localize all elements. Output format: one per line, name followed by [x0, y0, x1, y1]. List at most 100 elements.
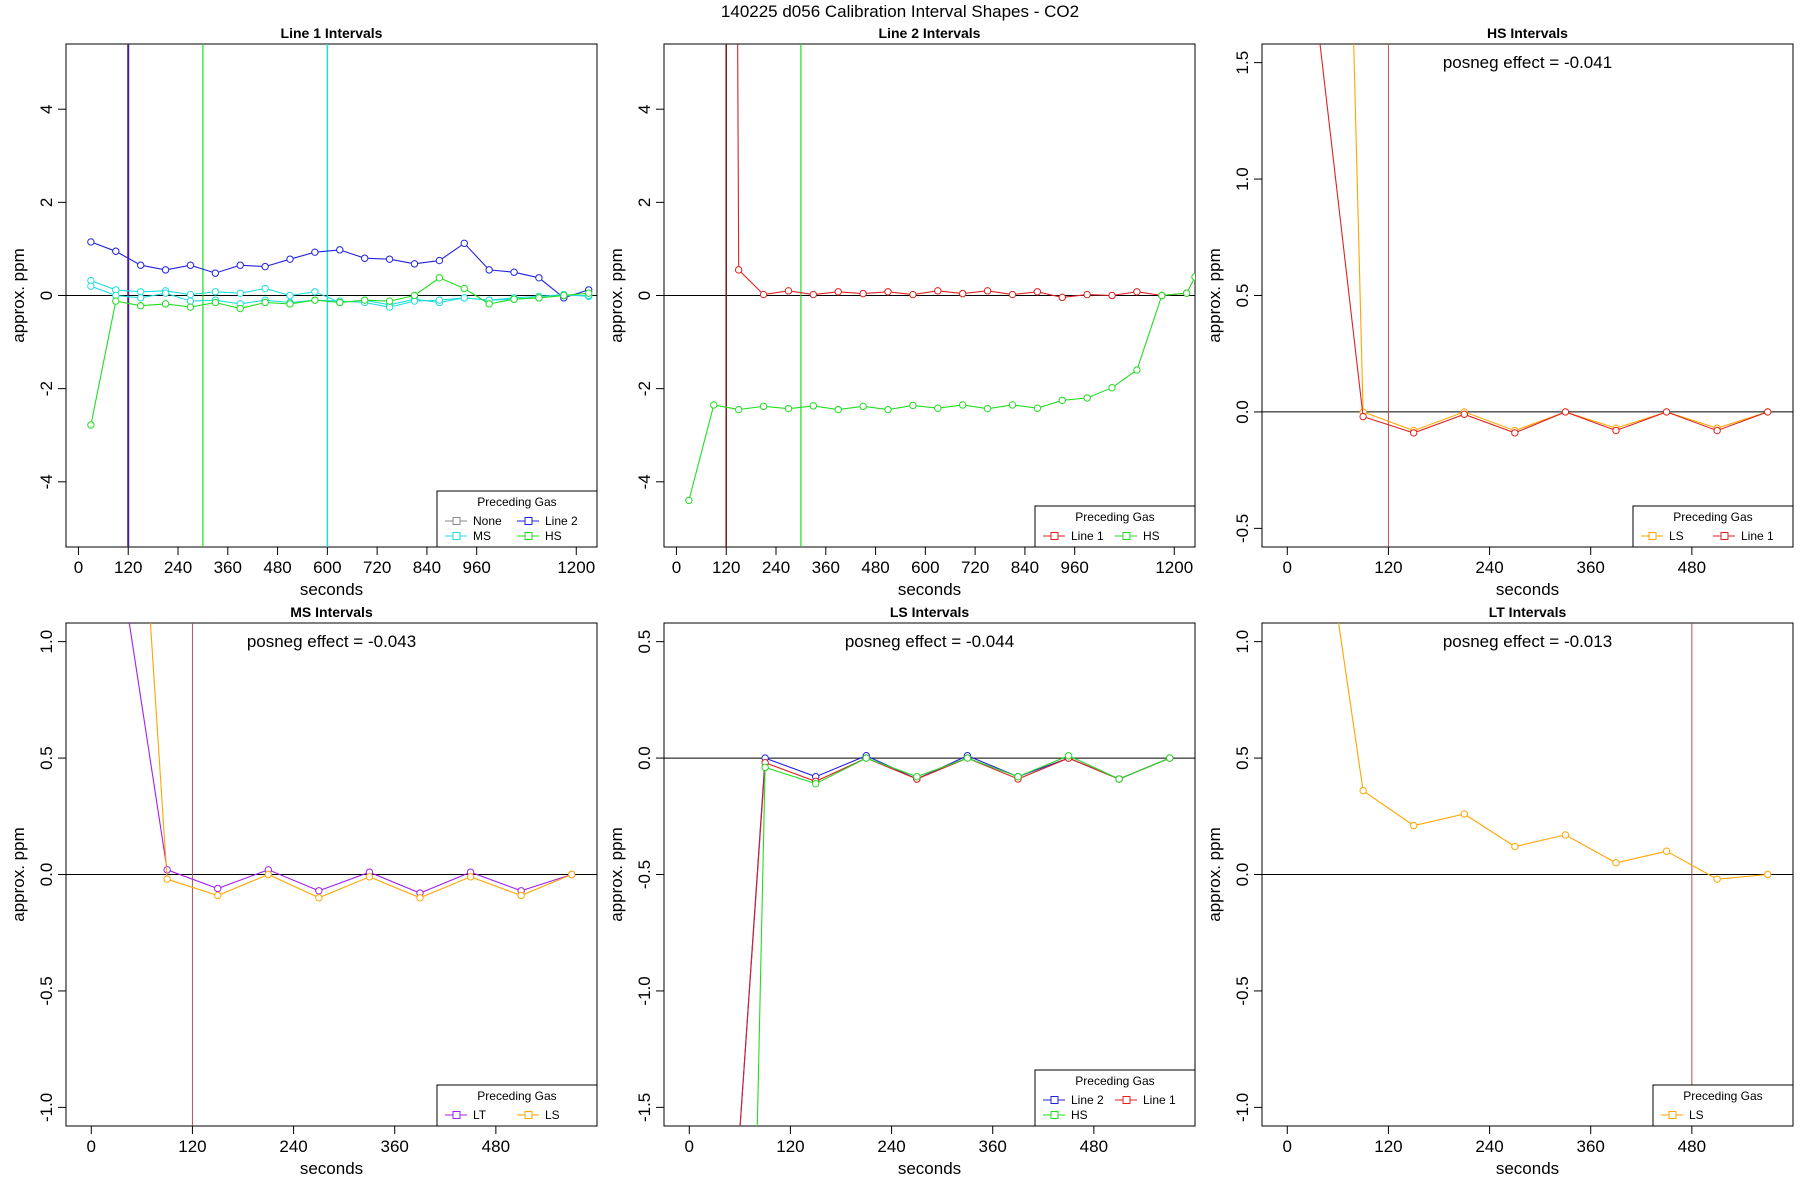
- series-line-line-1: [1319, 44, 1768, 434]
- x-axis-label: seconds: [1496, 1159, 1559, 1178]
- x-tick-label: 720: [363, 558, 391, 577]
- plot-area: [1262, 44, 1793, 547]
- data-point: [761, 763, 769, 772]
- data-point: [1561, 831, 1570, 839]
- data-point: [909, 290, 917, 299]
- x-tick-label: 360: [1577, 558, 1605, 577]
- posneg-annotation: posneg effect = -0.044: [845, 632, 1014, 651]
- data-point: [145, 592, 151, 598]
- x-tick-label: 240: [1475, 1137, 1503, 1156]
- data-point: [1166, 754, 1174, 762]
- data-point: [1662, 847, 1671, 855]
- legend-swatch-marker: [1050, 1111, 1059, 1119]
- x-tick-label: 240: [1475, 558, 1503, 577]
- legend-box: [1034, 505, 1196, 548]
- data-point: [809, 402, 818, 410]
- legend-entry-label: LT: [473, 1108, 487, 1122]
- legend-swatch-marker: [452, 532, 461, 540]
- x-tick-label: 600: [313, 558, 341, 577]
- data-point: [236, 289, 244, 297]
- data-point: [735, 1151, 741, 1157]
- legend-title: Preceding Gas: [1075, 510, 1154, 524]
- plot-frame: [663, 622, 1196, 1127]
- data-point: [1033, 404, 1042, 412]
- plot-area: [664, 752, 1195, 1157]
- x-tick-label: 480: [1678, 1137, 1706, 1156]
- data-point: [385, 255, 394, 263]
- data-point: [136, 288, 145, 296]
- plot-area: [66, 44, 597, 547]
- data-point: [435, 256, 444, 265]
- data-point: [685, 496, 693, 505]
- y-tick-label: 0.0: [37, 863, 56, 887]
- x-tick-label: 1200: [557, 558, 595, 577]
- legend-entry-label: Line 1: [1741, 529, 1774, 543]
- data-point: [884, 405, 892, 414]
- legend-box: [436, 1084, 598, 1127]
- data-point: [1460, 410, 1468, 418]
- x-tick-label: 480: [1678, 558, 1706, 577]
- x-tick-label: 240: [877, 1137, 905, 1156]
- data-point: [909, 401, 917, 410]
- data-point: [1612, 859, 1620, 867]
- legend-swatch-marker: [1050, 1096, 1059, 1104]
- data-point: [1713, 426, 1721, 435]
- chart-title: MS Intervals: [290, 604, 373, 620]
- legend-title: Preceding Gas: [477, 495, 556, 509]
- x-tick-label: 360: [979, 1137, 1007, 1156]
- data-point: [568, 870, 576, 879]
- x-tick-label: 120: [712, 558, 740, 577]
- legend-entry-label: LS: [1669, 529, 1684, 543]
- data-point: [365, 873, 374, 881]
- y-tick-label: -0.5: [37, 976, 56, 1005]
- data-point: [834, 288, 842, 296]
- x-tick-label: 120: [114, 558, 142, 577]
- data-point: [466, 873, 475, 881]
- legend-box: [1632, 505, 1794, 548]
- x-tick-label: 0: [74, 558, 83, 577]
- legend: Preceding Gas LT LS: [436, 1084, 598, 1127]
- x-tick-label: 0: [1283, 558, 1292, 577]
- chart-panel-5: LS Intervals 0 120 240 360 480 seconds -1.5 -1.0…: [607, 604, 1196, 1178]
- data-point: [161, 300, 170, 308]
- y-tick-label: -1.0: [635, 976, 654, 1005]
- series-line-ls: [149, 623, 572, 899]
- data-point: [1033, 288, 1042, 296]
- y-axis-label: approx. ppm: [607, 827, 626, 922]
- legend-box: [436, 490, 598, 548]
- legend-swatch-marker: [524, 517, 533, 525]
- data-point: [1764, 870, 1772, 879]
- y-tick-label: 0.5: [1233, 284, 1252, 308]
- data-point: [934, 404, 942, 412]
- legend-title: Preceding Gas: [477, 1089, 556, 1103]
- plot-area: [1262, 623, 1793, 1126]
- data-point: [336, 246, 344, 254]
- data-point: [186, 297, 195, 305]
- legend-entry-label: Line 1: [1071, 529, 1104, 543]
- x-tick-label: 240: [164, 558, 192, 577]
- data-point: [884, 288, 892, 296]
- data-point: [585, 289, 593, 297]
- data-point: [385, 303, 394, 311]
- y-tick-label: 1.0: [1233, 630, 1252, 654]
- legend-entry-label: Line 2: [545, 514, 578, 528]
- chart-panel-6: LT Intervals 0 120 240 360 480 seconds -1.0 -0.5…: [1205, 604, 1794, 1178]
- x-tick-label: 0: [87, 1137, 96, 1156]
- data-point: [983, 287, 992, 295]
- data-point: [214, 884, 222, 893]
- data-point: [385, 297, 394, 305]
- x-tick-label: 600: [911, 558, 939, 577]
- data-point: [161, 266, 170, 274]
- legend-box: [1652, 1084, 1794, 1127]
- y-tick-label: -0.5: [1233, 514, 1252, 543]
- data-point: [1108, 384, 1116, 392]
- data-point: [186, 290, 195, 299]
- data-point: [311, 296, 319, 304]
- plot-frame: [1261, 43, 1794, 548]
- data-point: [214, 891, 222, 900]
- data-point: [535, 294, 543, 302]
- data-point: [1014, 772, 1022, 781]
- legend-entry-label: HS: [1071, 1108, 1088, 1122]
- data-point: [360, 296, 369, 304]
- y-tick-label: -4: [635, 474, 654, 489]
